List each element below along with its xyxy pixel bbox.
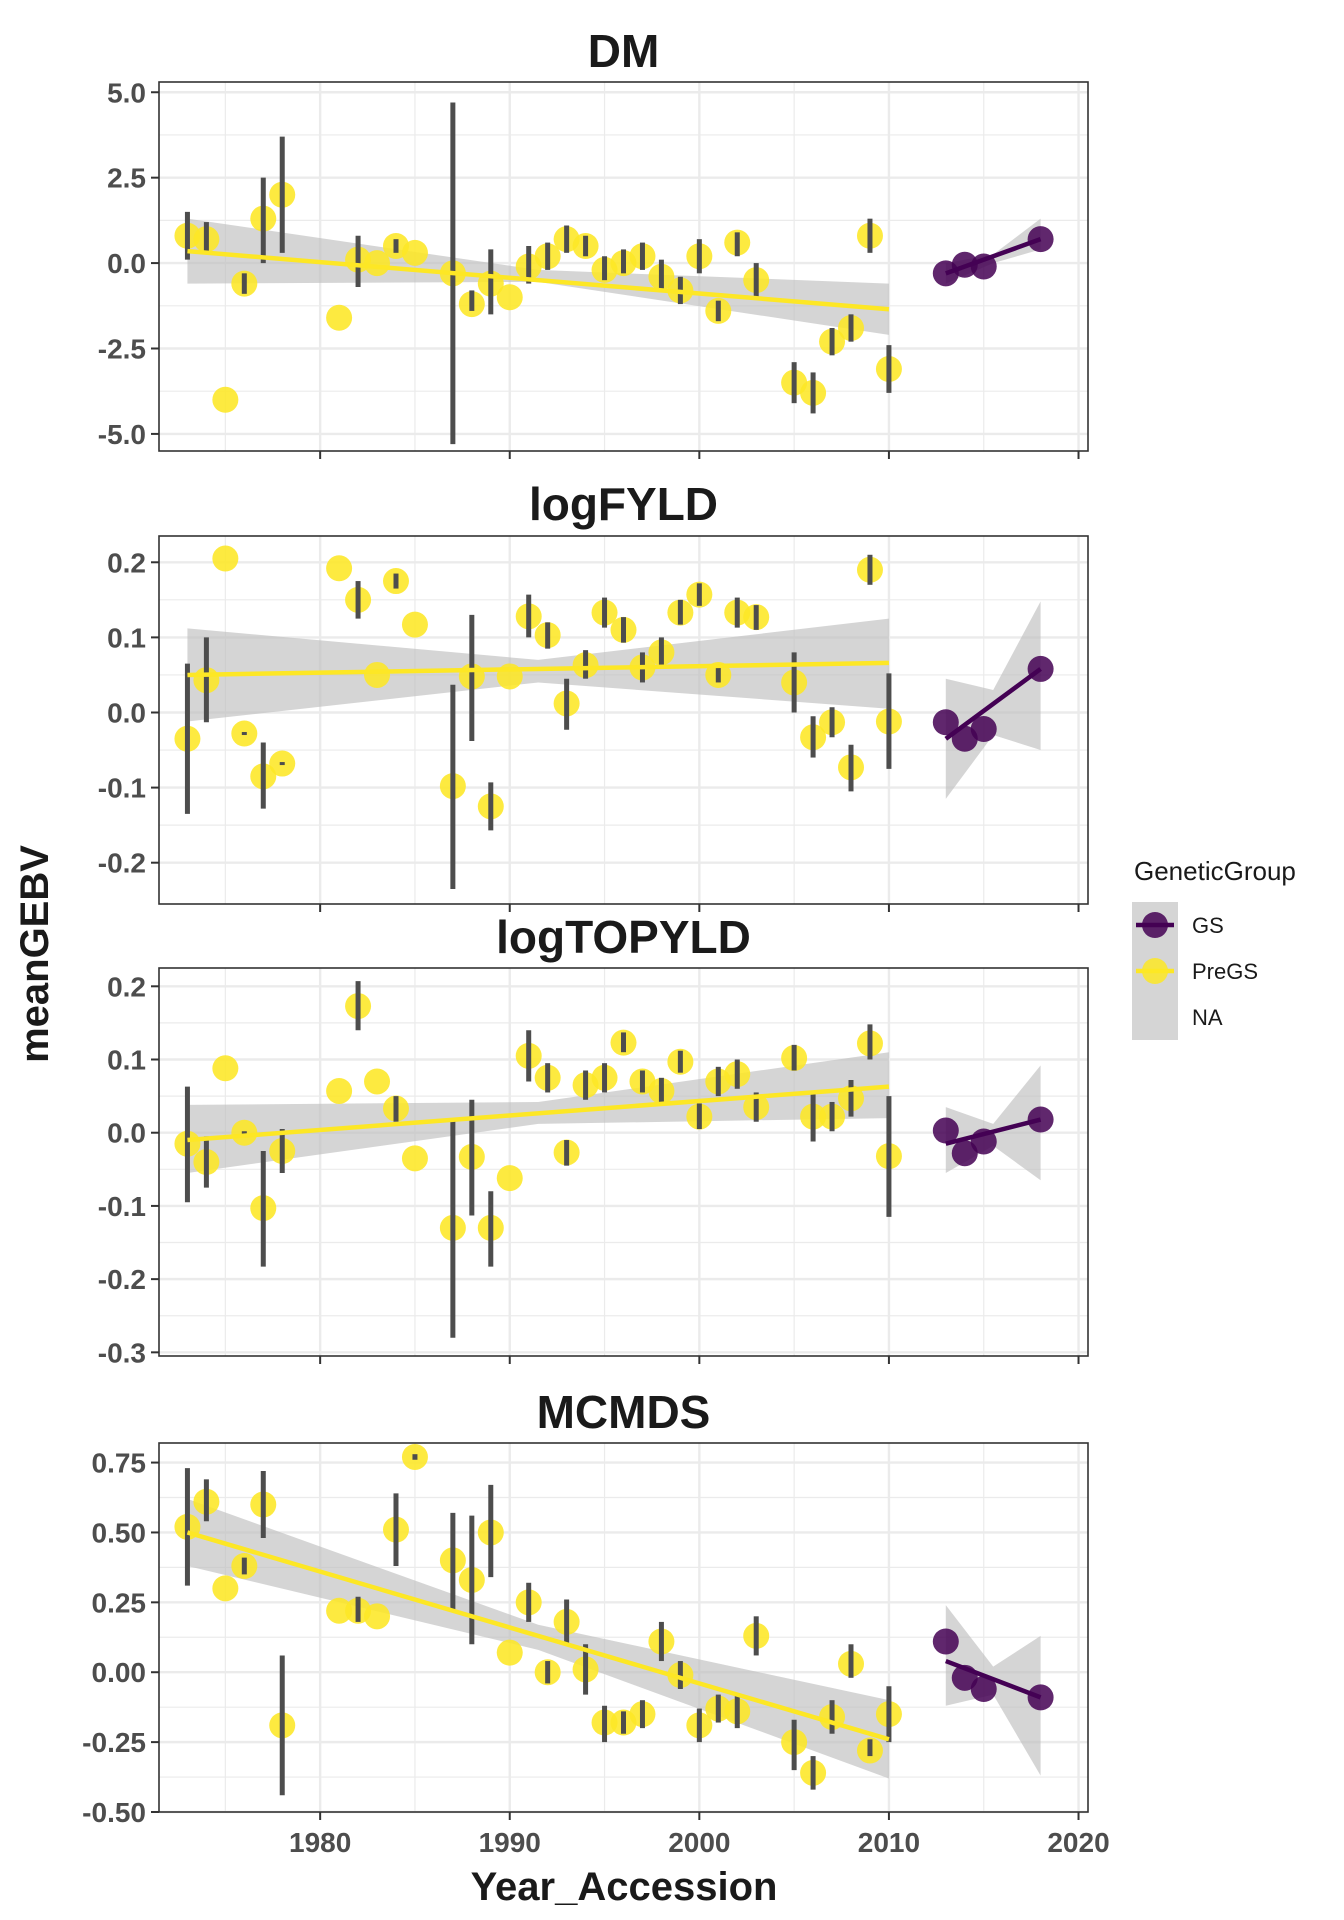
legend-key-background bbox=[1132, 994, 1178, 1040]
pregs-point bbox=[326, 1077, 353, 1104]
panel-title: logFYLD bbox=[529, 478, 718, 530]
x-tick-label: 2020 bbox=[1047, 1827, 1109, 1858]
pregs-point bbox=[326, 1597, 353, 1624]
panel-border bbox=[158, 81, 1089, 452]
pregs-fit-line bbox=[186, 1530, 890, 1742]
panels: DM -5.0 -2.5 0.0 2.5 5.0 logFYLD -0.2 -0.1 0.0 0.1… bbox=[82, 25, 1109, 1858]
panel-logFYLD: logFYLD -0.2 -0.1 0.0 0.1 0.2 bbox=[98, 478, 1089, 912]
y-tick-label: -0.25 bbox=[82, 1727, 146, 1758]
panel-DM: DM -5.0 -2.5 0.0 2.5 5.0 bbox=[98, 25, 1089, 459]
x-axis-title: Year_Accession bbox=[471, 1865, 778, 1909]
y-tick-label: 0.00 bbox=[92, 1657, 147, 1688]
pregs-point bbox=[496, 1165, 523, 1192]
gs-point bbox=[970, 1676, 997, 1702]
legend-label: NA bbox=[1192, 1005, 1223, 1030]
legend-key-NA: NA bbox=[1132, 994, 1223, 1040]
y-tick-label: -0.2 bbox=[98, 1264, 146, 1295]
gs-fit-line bbox=[945, 237, 1042, 276]
y-tick-label: -5.0 bbox=[98, 419, 146, 450]
x-tick-label: 1990 bbox=[479, 1827, 541, 1858]
pregs-point bbox=[212, 386, 239, 413]
x-tick-label: 1980 bbox=[289, 1827, 351, 1858]
y-tick-label: 0.0 bbox=[107, 1118, 146, 1149]
y-tick-label: 0.2 bbox=[107, 971, 146, 1002]
panel-border bbox=[158, 1442, 1089, 1813]
y-tick-label: 0.1 bbox=[107, 622, 146, 653]
y-tick-label: -0.1 bbox=[98, 1191, 146, 1222]
pregs-point bbox=[496, 1639, 523, 1666]
legend-label: PreGS bbox=[1192, 959, 1258, 984]
gs-fit-line bbox=[945, 1658, 1042, 1700]
y-tick-label: 0.25 bbox=[92, 1587, 147, 1618]
pregs-fit-line bbox=[187, 248, 890, 312]
y-tick-label: 0.2 bbox=[107, 547, 146, 578]
x-tick-label: 2010 bbox=[858, 1827, 920, 1858]
legend-key-point bbox=[1142, 912, 1168, 938]
pregs-point bbox=[401, 611, 428, 638]
panel-logTOPYLD: logTOPYLD -0.3 -0.2 -0.1 0.0 0.1 0.2 bbox=[98, 911, 1089, 1368]
gs-point bbox=[932, 709, 959, 736]
pregs-point bbox=[364, 1068, 391, 1095]
gs-fit-line bbox=[945, 1117, 1042, 1146]
panel-MCMDS: MCMDS -0.50 -0.25 0.00 0.25 0.50 0.75 1980 1990 2… bbox=[82, 1386, 1109, 1858]
y-axis-title: meanGEBV bbox=[13, 845, 57, 1063]
y-tick-label: -0.1 bbox=[98, 773, 146, 804]
y-tick-label: 2.5 bbox=[107, 163, 146, 194]
pregs-point bbox=[364, 661, 391, 688]
y-tick-label: 0.0 bbox=[107, 248, 146, 279]
pregs-point bbox=[326, 555, 353, 582]
pregs-point bbox=[212, 545, 239, 572]
legend-label: GS bbox=[1192, 913, 1224, 938]
y-tick-label: -2.5 bbox=[98, 334, 146, 365]
pregs-point bbox=[401, 1145, 428, 1172]
panel-title: MCMDS bbox=[537, 1386, 711, 1438]
legend-title: GeneticGroup bbox=[1134, 856, 1296, 886]
pregs-fit-line bbox=[187, 660, 889, 678]
y-tick-label: -0.3 bbox=[98, 1337, 146, 1368]
gs-point bbox=[932, 1628, 959, 1655]
x-tick-label: 2000 bbox=[668, 1827, 730, 1858]
gs-point bbox=[970, 716, 997, 743]
legend: GeneticGroup GS PreGS NA bbox=[1132, 856, 1296, 1040]
gs-point bbox=[932, 1117, 959, 1144]
panel-title: logTOPYLD bbox=[496, 911, 751, 963]
legend-key-point bbox=[1142, 958, 1168, 984]
y-tick-label: 5.0 bbox=[107, 77, 146, 108]
panel-title: DM bbox=[588, 25, 660, 77]
legend-key-GS: GS bbox=[1132, 902, 1224, 948]
y-tick-label: 0.0 bbox=[107, 697, 146, 728]
gs-fit-line bbox=[944, 667, 1042, 741]
pregs-point bbox=[401, 239, 428, 266]
legend-key-PreGS: PreGS bbox=[1132, 948, 1258, 994]
panel-border bbox=[158, 967, 1089, 1357]
gs-point bbox=[951, 1140, 978, 1167]
plot-background bbox=[159, 1443, 1088, 1812]
y-tick-label: -0.2 bbox=[98, 848, 146, 879]
pregs-point bbox=[326, 304, 353, 331]
y-tick-label: 0.50 bbox=[92, 1517, 147, 1548]
y-tick-label: 0.1 bbox=[107, 1045, 146, 1076]
pregs-point bbox=[496, 284, 523, 311]
pregs-fit-line bbox=[187, 1084, 890, 1143]
pregs-point bbox=[212, 1055, 239, 1082]
pregs-point bbox=[364, 1603, 391, 1630]
pregs-point bbox=[212, 1575, 239, 1602]
panel-border bbox=[158, 535, 1089, 905]
y-tick-label: -0.50 bbox=[82, 1797, 146, 1828]
y-tick-label: 0.75 bbox=[92, 1448, 147, 1479]
